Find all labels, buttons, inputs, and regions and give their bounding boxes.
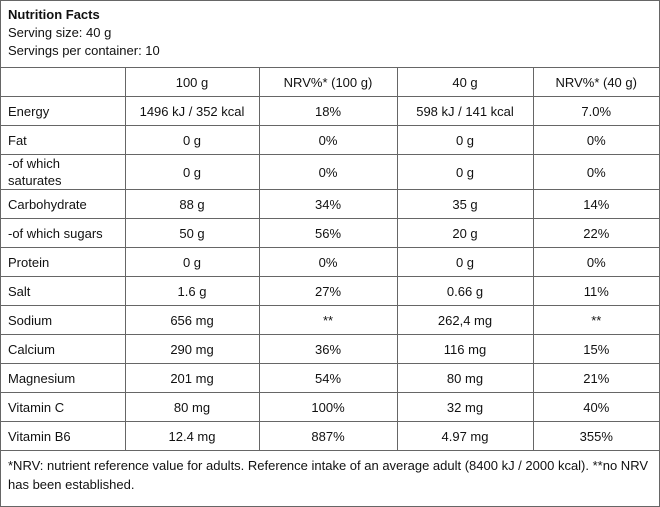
footnote: *NRV: nutrient reference value for adult… (8, 458, 649, 492)
column-header: NRV%* (40 g) (532, 68, 659, 97)
nutrient-value: 35 g (396, 189, 534, 219)
nutrient-value: 34% (258, 189, 398, 219)
nutrient-value: 1496 kJ / 352 kcal (124, 96, 260, 126)
nutrient-value: 0 g (124, 247, 260, 277)
nutrient-value: 36% (258, 334, 398, 364)
servings: Servings per container: 10 (8, 43, 160, 58)
nutrient-value: 887% (258, 421, 398, 451)
column-header: 100 g (124, 68, 260, 97)
nutrient-value: 15% (532, 334, 659, 364)
nutrient-name: Carbohydrate (1, 189, 126, 219)
nutrient-value: 14% (532, 189, 659, 219)
nutrient-name: -of which saturates (1, 154, 126, 190)
nutrient-value: 12.4 mg (124, 421, 260, 451)
nutrient-name: -of which sugars (1, 218, 126, 248)
nutrient-name: Sodium (1, 305, 126, 335)
nutrient-name: Calcium (1, 334, 126, 364)
table-row: Sodium 656 mg ** 262,4 mg ** (1, 305, 659, 335)
corner-cell (1, 68, 126, 97)
nutrient-value: 7.0% (532, 96, 659, 126)
nutrient-name: Fat (1, 125, 126, 155)
nutrient-value: 0 g (124, 154, 260, 190)
nutrient-value: 21% (532, 363, 659, 393)
nutrient-value: 0% (532, 125, 659, 155)
table-row: Protein 0 g 0% 0 g 0% (1, 247, 659, 277)
nutrient-value: 0% (258, 247, 398, 277)
table-row: Vitamin C 80 mg 100% 32 mg 40% (1, 392, 659, 422)
nutrient-value: 4.97 mg (396, 421, 534, 451)
nutrient-value: 1.6 g (124, 276, 260, 306)
nutrient-value: 0 g (396, 247, 534, 277)
nutrient-value: 40% (532, 392, 659, 422)
nutrient-value: 50 g (124, 218, 260, 248)
nutrient-name: Protein (1, 247, 126, 277)
nutrient-value: 80 mg (396, 363, 534, 393)
table-row: Vitamin B6 12.4 mg 887% 4.97 mg 355% (1, 421, 659, 451)
column-header: NRV%* (100 g) (258, 68, 398, 97)
nutrient-value: 88 g (124, 189, 260, 219)
nutrient-value: 11% (532, 276, 659, 306)
nutrient-value: ** (258, 305, 398, 335)
table-row: Carbohydrate 88 g 34% 35 g 14% (1, 189, 659, 219)
table-row: Fat 0 g 0% 0 g 0% (1, 125, 659, 155)
nutrient-value: ** (532, 305, 659, 335)
nutrient-value: 0 g (124, 125, 260, 155)
column-header: 40 g (396, 68, 534, 97)
table-row: Energy 1496 kJ / 352 kcal 18% 598 kJ / 141 … (1, 96, 659, 126)
nutrient-value: 32 mg (396, 392, 534, 422)
nutrition-table: 100 g NRV%* (100 g) 40 g NRV%* (40 g) Energy… (1, 68, 659, 451)
nutrient-value: 54% (258, 363, 398, 393)
nutrient-value: 100% (258, 392, 398, 422)
nutrient-value: 27% (258, 276, 398, 306)
table-row: -of which sugars 50 g 56% 20 g 22% (1, 218, 659, 248)
nutrient-value: 0% (258, 125, 398, 155)
nutrient-name: Vitamin B6 (1, 421, 126, 451)
nutrient-value: 0% (532, 247, 659, 277)
table-row: -of which saturates 0 g 0% 0 g 0% (1, 154, 659, 190)
nutrient-value: 22% (532, 218, 659, 248)
header-row: 100 g NRV%* (100 g) 40 g NRV%* (40 g) (1, 68, 659, 97)
nutrient-name: Magnesium (1, 363, 126, 393)
nutrient-value: 20 g (396, 218, 534, 248)
nutrient-value: 656 mg (124, 305, 260, 335)
nutrient-value: 290 mg (124, 334, 260, 364)
nutrient-name: Salt (1, 276, 126, 306)
nutrient-value: 201 mg (124, 363, 260, 393)
nutrient-value: 355% (532, 421, 659, 451)
nutrient-value: 18% (258, 96, 398, 126)
header: Nutrition Facts Serving size: 40 g Servi… (1, 1, 659, 68)
nutrient-value: 56% (258, 218, 398, 248)
table-row: Calcium 290 mg 36% 116 mg 15% (1, 334, 659, 364)
nutrient-value: 116 mg (396, 334, 534, 364)
nutrient-value: 0 g (396, 125, 534, 155)
table-row: Salt 1.6 g 27% 0.66 g 11% (1, 276, 659, 306)
nutrient-value: 0% (258, 154, 398, 190)
serving-size: Serving size: 40 g (8, 25, 112, 40)
nutrient-value: 0.66 g (396, 276, 534, 306)
nutrient-value: 80 mg (124, 392, 260, 422)
nutrient-value: 0% (532, 154, 659, 190)
nutrient-value: 598 kJ / 141 kcal (396, 96, 534, 126)
nutrient-value: 262,4 mg (396, 305, 534, 335)
table-row: Magnesium 201 mg 54% 80 mg 21% (1, 363, 659, 393)
nutrient-name: Energy (1, 96, 126, 126)
nutrient-value: 0 g (396, 154, 534, 190)
nutrient-name: Vitamin C (1, 392, 126, 422)
title: Nutrition Facts (8, 7, 100, 22)
